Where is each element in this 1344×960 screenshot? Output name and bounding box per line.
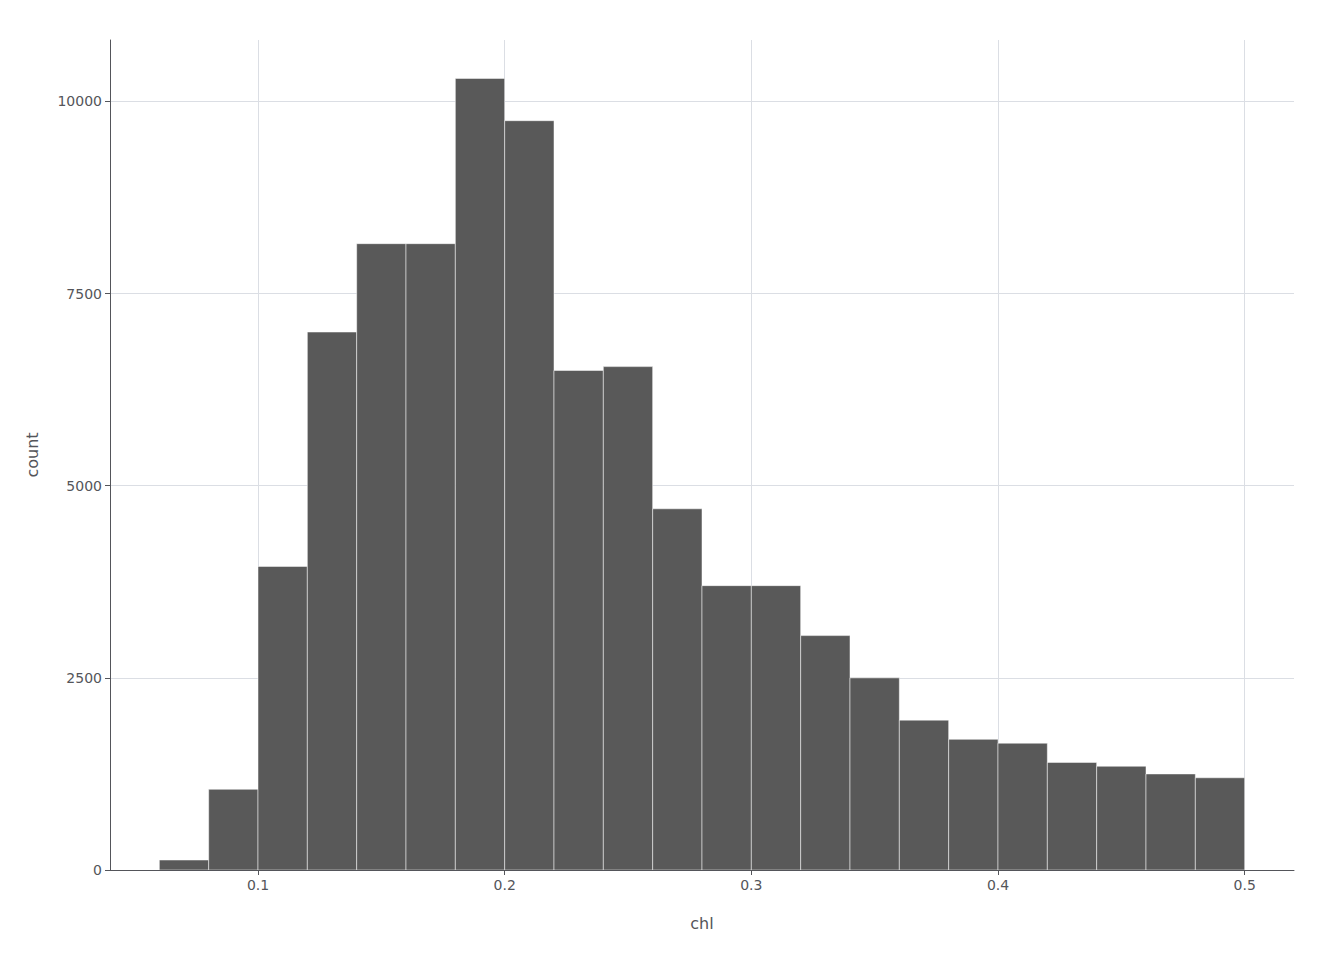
svg-text:count: count xyxy=(23,432,42,477)
svg-text:2500: 2500 xyxy=(66,670,102,686)
svg-text:0.1: 0.1 xyxy=(247,877,269,893)
svg-text:0.5: 0.5 xyxy=(1234,877,1256,893)
svg-text:0: 0 xyxy=(93,862,102,878)
svg-text:0.4: 0.4 xyxy=(987,877,1009,893)
svg-text:7500: 7500 xyxy=(66,286,102,302)
svg-text:chl: chl xyxy=(690,914,713,933)
svg-text:10000: 10000 xyxy=(57,93,102,109)
svg-text:0.2: 0.2 xyxy=(494,877,516,893)
svg-text:5000: 5000 xyxy=(66,478,102,494)
svg-text:0.3: 0.3 xyxy=(740,877,762,893)
